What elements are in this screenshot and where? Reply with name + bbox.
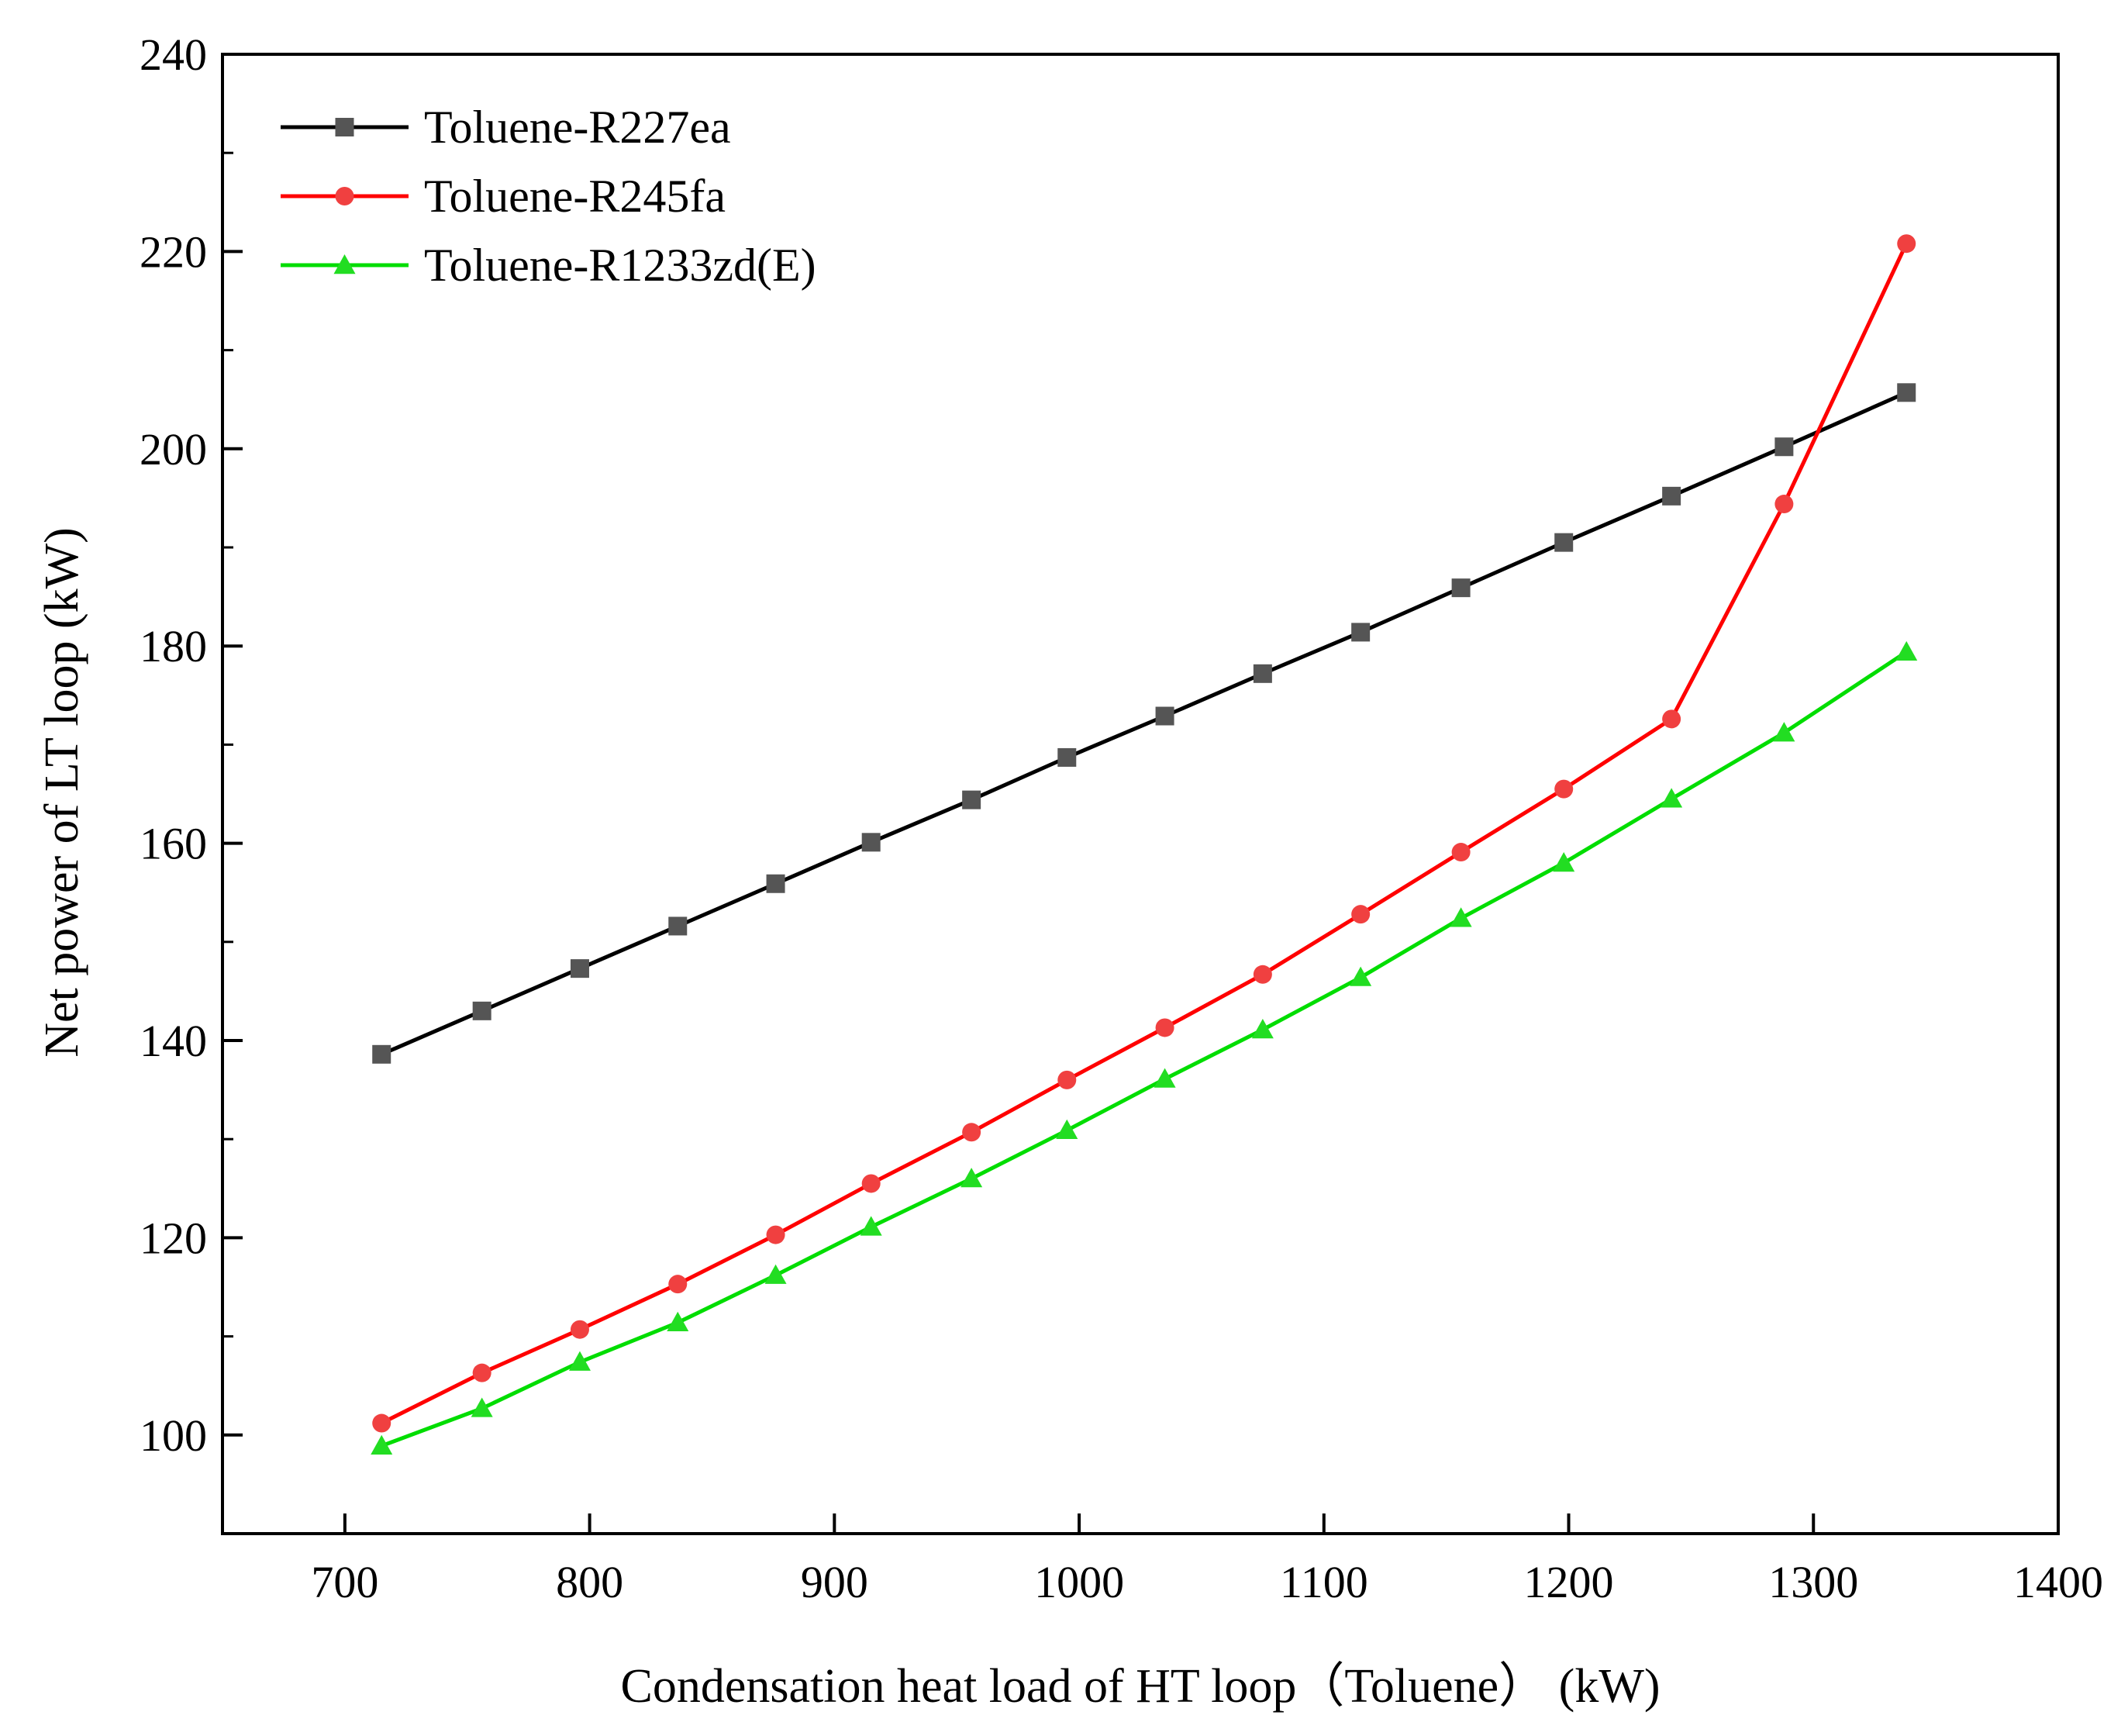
data-point: [570, 1320, 589, 1339]
x-tick-label: 700: [311, 1557, 378, 1607]
data-point: [1554, 533, 1574, 552]
data-point: [764, 1264, 787, 1284]
x-tick-label: 1300: [1768, 1557, 1858, 1607]
series-2: [371, 640, 1918, 1455]
y-tick-label: 220: [140, 226, 207, 277]
legend-label: Toluene-R227ea: [424, 102, 731, 153]
data-point: [471, 1397, 493, 1417]
series-0: [372, 383, 1916, 1064]
data-point: [1057, 1070, 1077, 1089]
data-point: [1450, 907, 1472, 927]
data-point: [472, 1363, 491, 1382]
x-tick-label: 1000: [1034, 1557, 1124, 1607]
y-tick-label: 100: [140, 1410, 207, 1461]
data-point: [1662, 709, 1681, 729]
data-point: [472, 1001, 491, 1020]
data-point: [1774, 437, 1794, 457]
data-point: [1056, 1119, 1078, 1139]
legend-marker: [335, 187, 354, 205]
data-point: [668, 916, 688, 936]
data-point: [1661, 788, 1683, 808]
data-point: [371, 1434, 393, 1455]
series-line: [381, 243, 1909, 1425]
legend-marker: [333, 254, 356, 274]
series-line: [381, 391, 1908, 1057]
plot-frame: [221, 53, 2060, 1535]
data-point: [1351, 623, 1371, 642]
data-point: [1154, 1068, 1176, 1088]
data-point: [1350, 966, 1372, 986]
data-point: [1451, 578, 1471, 598]
data-point: [860, 1216, 882, 1236]
data-point: [1553, 852, 1575, 872]
data-point: [766, 874, 785, 893]
data-point: [1155, 1018, 1174, 1037]
data-point: [568, 1351, 591, 1371]
data-point: [1897, 234, 1916, 254]
legend-label: Toluene-R1233zd(E): [424, 240, 816, 291]
y-axis: 100 120 140 160 180 200 220 240: [140, 29, 243, 1461]
data-point: [1451, 843, 1471, 862]
data-point: [1155, 706, 1174, 726]
y-tick-label: 200: [140, 424, 207, 475]
data-point: [766, 1225, 785, 1244]
data-point: [372, 1413, 391, 1433]
data-point: [1895, 640, 1918, 661]
y-axis-title: Net power of LT loop (kW): [36, 527, 88, 1058]
x-tick-label: 1200: [1524, 1557, 1614, 1607]
series-layer: [371, 234, 1918, 1455]
x-tick-label: 1400: [2013, 1557, 2103, 1607]
data-point: [962, 1123, 981, 1142]
data-point: [960, 1168, 983, 1188]
data-point: [570, 959, 589, 978]
data-point: [1351, 905, 1371, 924]
data-point: [1897, 383, 1916, 402]
legend-marker: [335, 118, 354, 136]
data-point: [861, 833, 881, 852]
x-tick-label: 1100: [1280, 1557, 1368, 1607]
legend-item: Toluene-R1233zd(E): [281, 240, 816, 291]
legend-item: Toluene-R227ea: [281, 102, 731, 153]
data-point: [962, 790, 981, 809]
y-tick-label: 240: [140, 29, 207, 80]
data-point: [372, 1044, 391, 1064]
data-point: [668, 1275, 688, 1294]
y-tick-label: 140: [140, 1016, 207, 1066]
data-point: [1554, 779, 1574, 799]
series-line: [381, 650, 1908, 1448]
data-point: [1057, 747, 1077, 767]
data-point: [1251, 1019, 1274, 1039]
legend: Toluene-R227ea Toluene-R245fa Toluene-R123…: [281, 102, 816, 291]
data-point: [1253, 664, 1272, 683]
legend-label: Toluene-R245fa: [424, 171, 726, 222]
data-point: [1253, 965, 1272, 984]
y-tick-label: 120: [140, 1213, 207, 1263]
x-axis-title: Condensation heat load of HT loop（Toluen…: [621, 1660, 1661, 1713]
series-1: [372, 234, 1916, 1433]
x-tick-label: 800: [556, 1557, 623, 1607]
x-tick-label: 900: [801, 1557, 868, 1607]
data-point: [667, 1311, 689, 1331]
x-axis: 700 800 900 1000 1100 1200 1300 1400: [311, 1513, 2103, 1607]
data-point: [861, 1174, 881, 1193]
y-tick-label: 160: [140, 819, 207, 869]
data-point: [1662, 486, 1681, 506]
legend-item: Toluene-R245fa: [281, 171, 726, 222]
data-point: [1773, 722, 1795, 742]
y-tick-label: 180: [140, 621, 207, 671]
data-point: [1774, 495, 1794, 514]
